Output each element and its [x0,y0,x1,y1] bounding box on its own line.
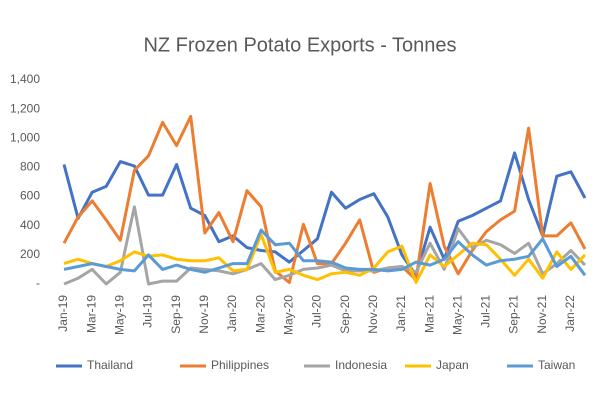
series-line [62,151,587,277]
x-tick-label: Nov-20 [366,295,380,334]
x-tick-label: Nov-21 [535,295,549,334]
x-tick-label: Mar-19 [84,295,98,333]
x-tick-label: May-20 [281,295,295,335]
y-tick-label: 200 [20,247,40,261]
x-tick-label: Nov-19 [197,295,211,334]
x-tick-label: Jul-19 [141,295,155,328]
x-tick-label: Jan-22 [563,295,577,332]
y-tick-label: 600 [20,189,40,203]
x-tick-label: Sep-19 [169,295,183,334]
y-tick-label: 1,000 [10,130,40,144]
x-tick-label: Jan-21 [394,295,408,332]
x-tick-label: Sep-21 [507,295,521,334]
y-tick-label: 1,400 [10,72,40,86]
y-tick-label: - [36,276,40,290]
y-tick-label: 800 [20,160,40,174]
x-tick-label: Sep-20 [338,295,352,334]
legend-label: Thailand [87,358,133,372]
x-tick-label: Jul-20 [310,295,324,328]
x-tick-label: Jan-19 [56,295,70,332]
legend-label: Taiwan [538,358,575,372]
x-tick-label: Mar-21 [422,295,436,333]
legend-label: Japan [436,358,469,372]
x-tick-label: May-19 [112,295,126,335]
chart-title: NZ Frozen Potato Exports - Tonnes [143,34,456,56]
x-tick-label: Mar-20 [253,295,267,333]
legend-label: Philippines [211,358,269,372]
y-tick-label: 400 [20,218,40,232]
x-tick-label: May-21 [450,295,464,335]
series-line [63,228,587,277]
x-tick-label: Jul-21 [479,295,493,328]
series-line [62,114,587,284]
series-line [63,205,587,286]
x-tick-label: Jan-20 [225,295,239,332]
y-tick-label: 1,200 [10,101,40,115]
legend-label: Indonesia [335,358,387,372]
